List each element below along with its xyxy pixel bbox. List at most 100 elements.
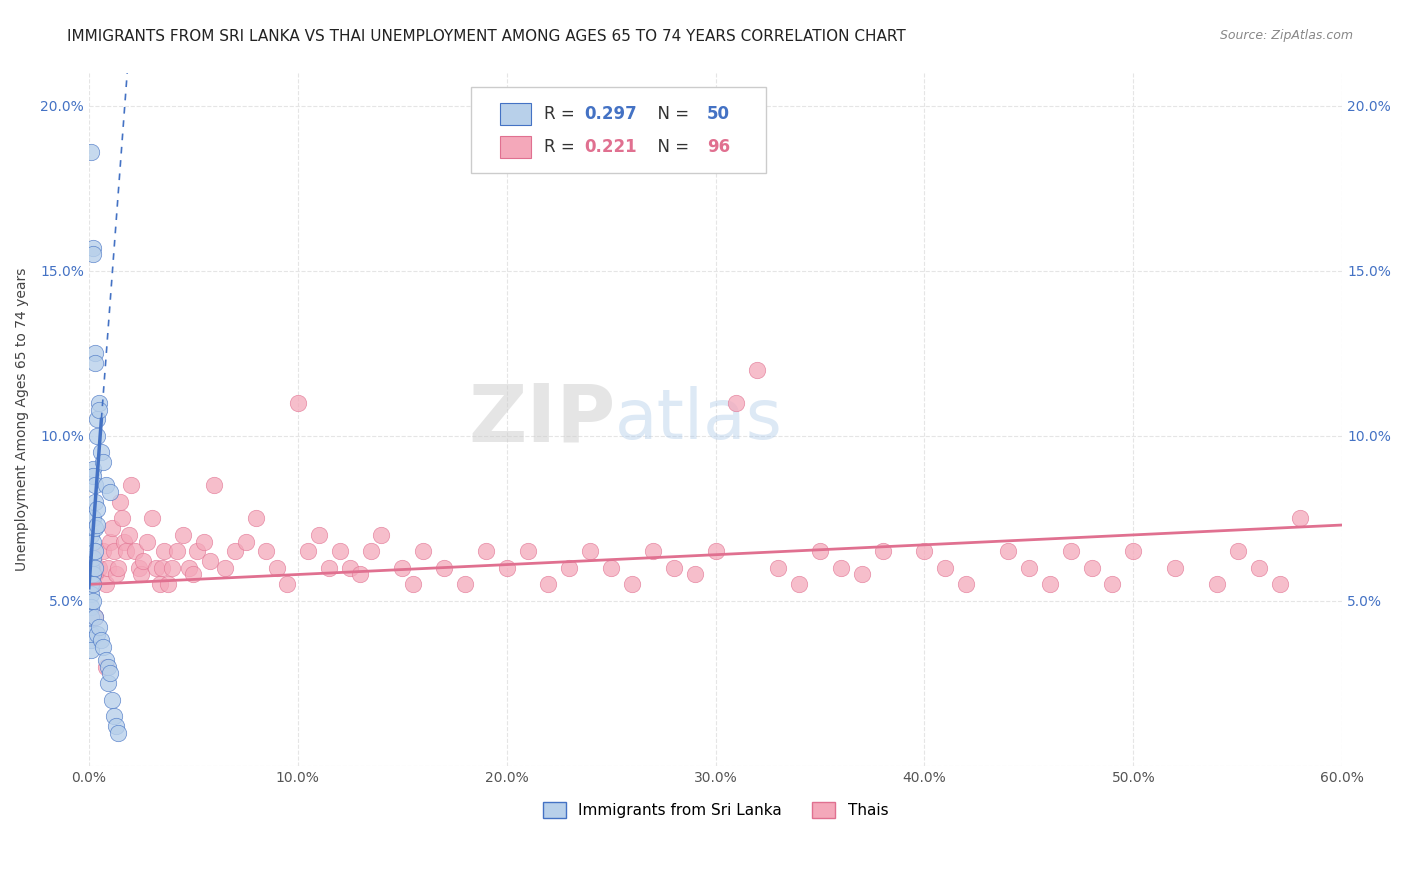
Point — [103, 709, 125, 723]
Point — [914, 544, 936, 558]
Point — [105, 567, 128, 582]
Point — [93, 455, 115, 469]
Point — [433, 561, 456, 575]
Point — [266, 561, 288, 575]
Point — [82, 594, 104, 608]
Point — [132, 554, 155, 568]
Point — [82, 534, 104, 549]
Point — [370, 528, 392, 542]
Point — [1060, 544, 1083, 558]
FancyBboxPatch shape — [501, 136, 531, 158]
Point — [516, 544, 538, 558]
Point — [86, 501, 108, 516]
Point — [830, 561, 852, 575]
Point — [97, 676, 120, 690]
Text: 96: 96 — [707, 138, 730, 156]
Point — [454, 577, 477, 591]
Point — [360, 544, 382, 558]
Text: Source: ZipAtlas.com: Source: ZipAtlas.com — [1219, 29, 1353, 42]
Point — [181, 567, 204, 582]
Point — [117, 528, 139, 542]
Y-axis label: Unemployment Among Ages 65 to 74 years: Unemployment Among Ages 65 to 74 years — [15, 268, 30, 571]
Point — [80, 610, 103, 624]
Point — [214, 561, 236, 575]
Point — [157, 577, 180, 591]
Point — [145, 561, 167, 575]
Point — [1226, 544, 1249, 558]
Text: N =: N = — [647, 105, 695, 123]
Legend: Immigrants from Sri Lanka, Thais: Immigrants from Sri Lanka, Thais — [537, 796, 894, 824]
Point — [94, 577, 117, 591]
Point — [579, 544, 602, 558]
Point — [84, 495, 107, 509]
Point — [80, 577, 103, 591]
Point — [80, 643, 103, 657]
Point — [82, 511, 104, 525]
Text: R =: R = — [544, 138, 579, 156]
Point — [98, 666, 121, 681]
Point — [84, 561, 107, 575]
Point — [198, 554, 221, 568]
Point — [108, 495, 131, 509]
Point — [84, 567, 107, 582]
Point — [94, 660, 117, 674]
Point — [412, 544, 434, 558]
Point — [276, 577, 298, 591]
Point — [82, 577, 104, 591]
Point — [82, 247, 104, 261]
Point — [297, 544, 319, 558]
Point — [101, 693, 124, 707]
Point — [136, 534, 159, 549]
Point — [558, 561, 581, 575]
Point — [89, 561, 111, 575]
Point — [308, 528, 330, 542]
Point — [90, 633, 112, 648]
Point — [1080, 561, 1102, 575]
Point — [851, 567, 873, 582]
FancyBboxPatch shape — [501, 103, 531, 125]
Point — [162, 561, 184, 575]
Point — [80, 528, 103, 542]
Point — [725, 396, 748, 410]
Point — [808, 544, 831, 558]
Point — [107, 726, 129, 740]
Point — [84, 544, 107, 558]
Point — [224, 544, 246, 558]
Text: N =: N = — [647, 138, 695, 156]
Point — [704, 544, 727, 558]
Point — [94, 653, 117, 667]
Point — [287, 396, 309, 410]
Point — [153, 544, 176, 558]
Point — [101, 521, 124, 535]
Point — [600, 561, 623, 575]
Point — [166, 544, 188, 558]
Point — [129, 567, 152, 582]
Point — [86, 518, 108, 533]
Point — [683, 567, 706, 582]
Text: atlas: atlas — [616, 386, 783, 453]
Text: R =: R = — [544, 105, 579, 123]
Point — [1247, 561, 1270, 575]
Point — [89, 620, 111, 634]
Point — [80, 561, 103, 575]
Point — [89, 402, 111, 417]
Point — [98, 485, 121, 500]
Point — [1206, 577, 1229, 591]
Point — [172, 528, 194, 542]
Point — [768, 561, 790, 575]
Point — [86, 412, 108, 426]
Point — [93, 640, 115, 654]
Point — [105, 719, 128, 733]
Point — [86, 429, 108, 443]
Point — [401, 577, 423, 591]
FancyBboxPatch shape — [471, 87, 766, 173]
Point — [179, 561, 201, 575]
Point — [997, 544, 1019, 558]
Point — [89, 396, 111, 410]
Point — [90, 445, 112, 459]
Point — [787, 577, 810, 591]
Point — [495, 561, 517, 575]
Point — [82, 551, 104, 566]
Point — [84, 610, 107, 624]
Text: 0.221: 0.221 — [583, 138, 637, 156]
